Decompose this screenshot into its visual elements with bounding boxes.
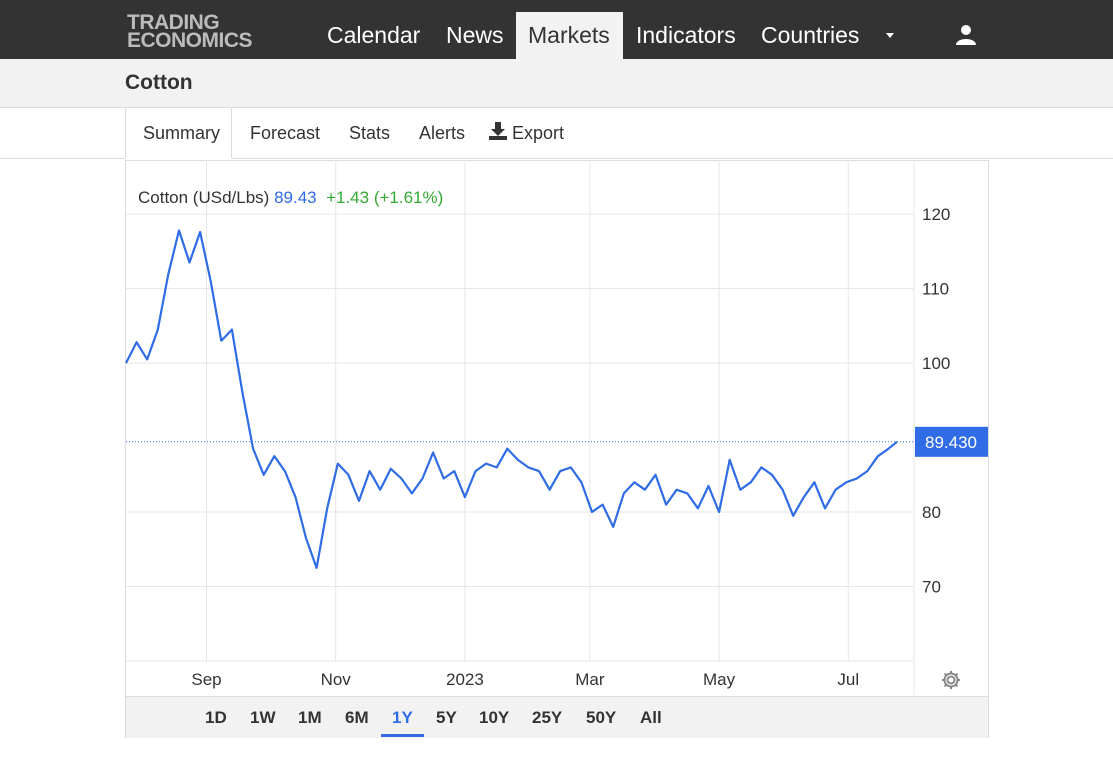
legend-value: 89.43 — [274, 188, 317, 207]
tab-forecast[interactable]: Forecast — [250, 123, 321, 143]
x-tick-label: Jul — [837, 670, 859, 689]
tab-alerts[interactable]: Alerts — [419, 123, 466, 143]
tab-bar — [0, 108, 1113, 159]
range-1m-button[interactable]: 1M — [298, 708, 322, 727]
x-tick-label: 2023 — [446, 670, 484, 689]
nav-indicators[interactable]: Indicators — [636, 22, 736, 48]
range-10y-button[interactable]: 10Y — [479, 708, 510, 727]
user-icon[interactable] — [955, 24, 977, 46]
range-1y-button[interactable]: 1Y — [392, 708, 413, 727]
x-tick-label: Nov — [321, 670, 352, 689]
y-tick-label: 100 — [922, 354, 950, 373]
y-tick-label: 110 — [922, 280, 949, 299]
x-tick-label: May — [703, 670, 736, 689]
tab-summary[interactable]: Summary — [143, 123, 221, 143]
range-5y-button[interactable]: 5Y — [436, 708, 457, 727]
y-tick-label: 120 — [922, 205, 950, 224]
nav-countries[interactable]: Countries — [761, 22, 860, 48]
range-50y-button[interactable]: 50Y — [586, 708, 617, 727]
range-all-button[interactable]: All — [640, 708, 662, 727]
series-line-cotton — [125, 229, 898, 569]
nav-markets[interactable]: Markets — [516, 12, 623, 59]
last-price-box — [915, 426, 988, 457]
range-25y-button[interactable]: 25Y — [532, 708, 563, 727]
trading-economics-logo[interactable]: TRADING ECONOMICS — [127, 11, 253, 52]
legend-change: +1.43 (+1.61%) — [326, 188, 444, 207]
range-selector-bar — [126, 696, 988, 738]
legend-series-name: Cotton (USd/Lbs) — [138, 188, 270, 207]
y-tick-label: 80 — [922, 503, 941, 522]
active-range-indicator — [381, 734, 424, 737]
tab-stats[interactable]: Stats — [349, 123, 391, 143]
nav-calendar[interactable]: Calendar — [327, 22, 421, 48]
range-6m-button[interactable]: 6M — [345, 708, 369, 727]
tab-export[interactable]: Export — [512, 123, 565, 143]
range-1d-button[interactable]: 1D — [205, 708, 227, 727]
tab-summary-frame — [125, 108, 232, 159]
x-tick-label: Mar — [575, 670, 605, 689]
chart-legend: Cotton (USd/Lbs) 89.43 +1.43 (+1.61%) — [138, 188, 443, 208]
download-icon[interactable] — [489, 122, 507, 140]
chart-settings-gear-icon[interactable] — [940, 669, 962, 691]
x-tick-label: Sep — [191, 670, 221, 689]
nav-news[interactable]: News — [446, 22, 504, 48]
range-1w-button[interactable]: 1W — [250, 708, 276, 727]
y-tick-label: 70 — [922, 578, 941, 597]
title-bar — [0, 59, 1113, 108]
more-dropdown-icon[interactable] — [886, 33, 894, 38]
last-price-label: 89.430 — [925, 433, 977, 452]
page-title: Cotton — [125, 71, 193, 94]
